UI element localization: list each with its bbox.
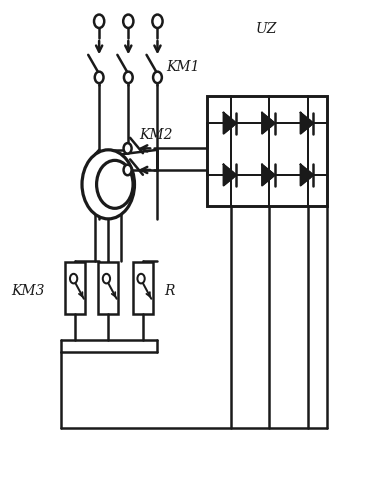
- Circle shape: [124, 165, 132, 176]
- Text: R: R: [164, 283, 175, 297]
- Circle shape: [153, 72, 162, 84]
- Bar: [66, 263, 86, 314]
- Circle shape: [267, 120, 272, 127]
- Bar: [98, 263, 118, 314]
- Circle shape: [267, 172, 272, 179]
- Circle shape: [124, 144, 132, 155]
- Text: UZ: UZ: [256, 23, 277, 36]
- Circle shape: [70, 274, 77, 284]
- Circle shape: [228, 172, 233, 179]
- Bar: [133, 263, 153, 314]
- Circle shape: [97, 161, 133, 209]
- Circle shape: [123, 15, 134, 29]
- Circle shape: [305, 172, 310, 179]
- Polygon shape: [224, 165, 236, 186]
- Circle shape: [103, 274, 110, 284]
- Bar: [207, 96, 327, 206]
- Polygon shape: [262, 165, 275, 186]
- Polygon shape: [224, 113, 236, 134]
- Polygon shape: [300, 113, 313, 134]
- Circle shape: [82, 151, 135, 219]
- Polygon shape: [262, 113, 275, 134]
- Polygon shape: [300, 165, 313, 186]
- Circle shape: [137, 274, 145, 284]
- Circle shape: [152, 15, 163, 29]
- Text: KM3: KM3: [12, 283, 45, 297]
- Circle shape: [95, 72, 104, 84]
- Text: KM2: KM2: [139, 128, 173, 142]
- Circle shape: [305, 120, 310, 127]
- Circle shape: [94, 15, 104, 29]
- Circle shape: [228, 120, 233, 127]
- Text: KM1: KM1: [167, 60, 200, 74]
- Circle shape: [124, 72, 133, 84]
